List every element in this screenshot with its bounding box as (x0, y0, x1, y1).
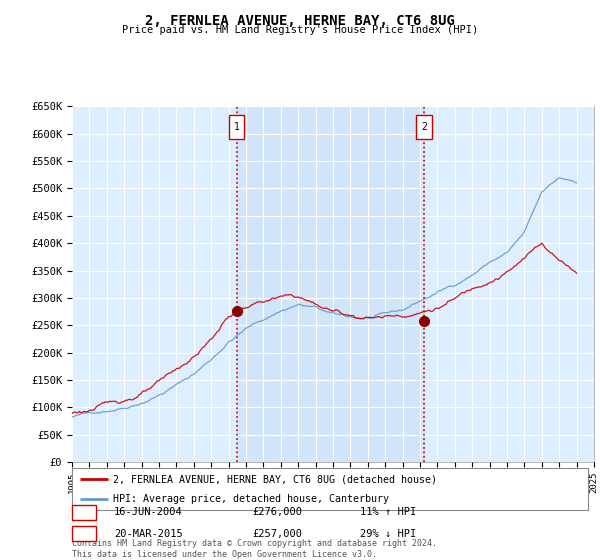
Text: HPI: Average price, detached house, Canterbury: HPI: Average price, detached house, Cant… (113, 494, 389, 504)
Bar (236, 106, 424, 462)
FancyBboxPatch shape (229, 115, 244, 139)
Text: 2, FERNLEA AVENUE, HERNE BAY, CT6 8UG (detached house): 2, FERNLEA AVENUE, HERNE BAY, CT6 8UG (d… (113, 474, 437, 484)
Text: 1: 1 (81, 507, 87, 517)
Text: 2, FERNLEA AVENUE, HERNE BAY, CT6 8UG: 2, FERNLEA AVENUE, HERNE BAY, CT6 8UG (145, 14, 455, 28)
Text: Price paid vs. HM Land Registry's House Price Index (HPI): Price paid vs. HM Land Registry's House … (122, 25, 478, 35)
Text: 2: 2 (81, 529, 87, 539)
Text: 11% ↑ HPI: 11% ↑ HPI (360, 507, 416, 517)
Text: 20-MAR-2015: 20-MAR-2015 (114, 529, 183, 539)
Text: 16-JUN-2004: 16-JUN-2004 (114, 507, 183, 517)
Text: £257,000: £257,000 (252, 529, 302, 539)
FancyBboxPatch shape (416, 115, 431, 139)
Text: 29% ↓ HPI: 29% ↓ HPI (360, 529, 416, 539)
Text: Contains HM Land Registry data © Crown copyright and database right 2024.
This d: Contains HM Land Registry data © Crown c… (72, 539, 437, 559)
Text: 2: 2 (421, 122, 427, 132)
Text: 1: 1 (233, 122, 239, 132)
Text: £276,000: £276,000 (252, 507, 302, 517)
